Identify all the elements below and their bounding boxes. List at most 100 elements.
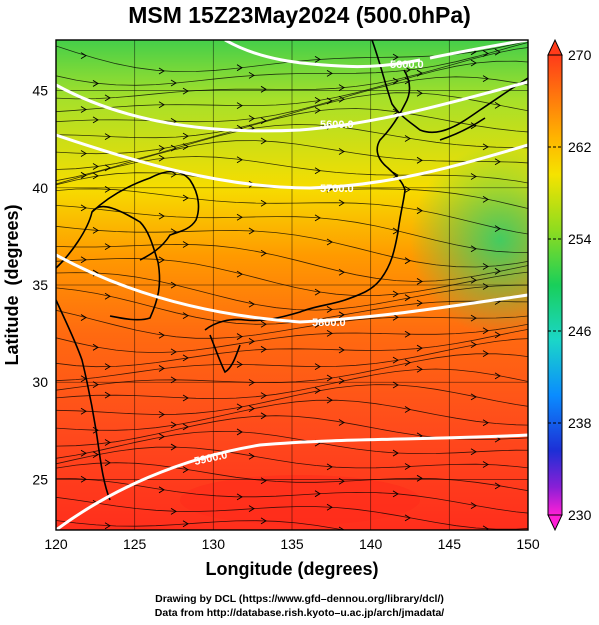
streamline-arrow bbox=[326, 70, 333, 77]
streamline-arrow bbox=[158, 212, 165, 220]
streamline-arrow bbox=[494, 48, 501, 56]
streamline-arrow bbox=[92, 116, 99, 124]
streamline-arrow bbox=[170, 443, 177, 451]
streamline-arrow bbox=[416, 299, 423, 307]
streamline-arrow bbox=[470, 276, 477, 284]
streamline-arrow bbox=[314, 490, 321, 498]
credit-drawing: Drawing by DCL (https://www.gfd–dennou.o… bbox=[155, 593, 444, 605]
height-contours bbox=[56, 40, 528, 530]
streamline-arrow bbox=[248, 405, 255, 412]
streamline-arrow bbox=[482, 327, 489, 335]
streamline bbox=[56, 446, 528, 469]
colorbar-body bbox=[547, 54, 563, 516]
streamline-arrow bbox=[326, 463, 333, 471]
streamline-arrow bbox=[482, 75, 489, 83]
streamline-arrow bbox=[248, 72, 255, 79]
streamline-arrow bbox=[159, 533, 164, 539]
streamline-arrow bbox=[392, 381, 399, 389]
streamline-arrow bbox=[470, 393, 477, 401]
streamline-arrow bbox=[494, 225, 501, 233]
y-tick-label: 45 bbox=[32, 83, 48, 99]
contour-label: 5600.0 bbox=[390, 59, 424, 71]
streamline-arrow bbox=[326, 396, 333, 404]
streamline bbox=[56, 76, 528, 123]
contour-5800 bbox=[56, 133, 528, 190]
streamline-arrow bbox=[248, 227, 255, 235]
streamline-arrow bbox=[236, 213, 243, 221]
streamline-arrow bbox=[314, 107, 321, 114]
streamline-arrow bbox=[182, 194, 189, 202]
streamline-arrow bbox=[158, 256, 165, 264]
streamline-arrow bbox=[182, 423, 189, 431]
streamline-arrow bbox=[104, 459, 111, 467]
streamline-arrow bbox=[416, 207, 423, 215]
streamline-arrow bbox=[80, 204, 87, 212]
streamline-arrow bbox=[182, 354, 189, 362]
streamline-arrow bbox=[495, 538, 500, 544]
streamline-arrow bbox=[182, 312, 189, 320]
streamline bbox=[56, 188, 528, 235]
streamline-arrow bbox=[314, 387, 321, 394]
streamline-arrow bbox=[182, 143, 189, 151]
streamline-arrow bbox=[416, 278, 423, 285]
streamline bbox=[56, 258, 528, 296]
streamline-arrow bbox=[470, 314, 477, 322]
contour-5900-south bbox=[56, 433, 528, 530]
streamline-arrow bbox=[92, 163, 99, 170]
streamline bbox=[56, 156, 528, 185]
streamline bbox=[56, 60, 528, 113]
streamline-arrow bbox=[404, 330, 411, 338]
streamline-arrow bbox=[158, 145, 165, 152]
streamline-arrow bbox=[182, 132, 189, 140]
streamline-arrow bbox=[326, 374, 333, 382]
streamline bbox=[56, 399, 528, 431]
streamline-arrow bbox=[314, 55, 321, 63]
y-tick-label: 40 bbox=[32, 180, 48, 196]
streamline-arrow bbox=[338, 148, 345, 155]
coastline-asia-korea bbox=[56, 170, 200, 321]
streamline-arrow bbox=[494, 331, 501, 339]
streamline-arrow bbox=[470, 341, 477, 348]
streamline-arrow bbox=[236, 333, 243, 340]
streamline-arrow bbox=[170, 348, 177, 356]
streamline-arrow bbox=[326, 238, 333, 246]
streamline bbox=[56, 108, 528, 155]
streamline-arrow bbox=[80, 407, 87, 415]
coastline-japan bbox=[204, 69, 411, 331]
streamline-arrow bbox=[338, 346, 345, 354]
streamline-arrow bbox=[80, 106, 87, 113]
streamline-arrow bbox=[170, 170, 177, 178]
streamline-arrow bbox=[248, 337, 255, 345]
streamline-arrow bbox=[404, 514, 411, 522]
streamline-arrow bbox=[104, 439, 111, 446]
streamline-arrow bbox=[80, 256, 87, 264]
x-tick-label: 140 bbox=[359, 536, 383, 552]
streamline-arrow bbox=[404, 359, 411, 366]
streamline-arrow bbox=[158, 433, 165, 441]
x-tick-label: 120 bbox=[44, 536, 68, 552]
streamline-arrow bbox=[494, 158, 501, 166]
x-tick-label: 125 bbox=[123, 536, 147, 552]
streamline bbox=[56, 368, 528, 400]
streamline-arrow bbox=[392, 77, 399, 85]
streamline-arrow bbox=[80, 314, 87, 321]
streamline-arrow bbox=[92, 343, 99, 351]
x-axis-label: Longitude (degrees) bbox=[205, 559, 378, 579]
streamline-arrow bbox=[314, 214, 321, 222]
streamline-arrow bbox=[236, 270, 243, 278]
streamline-arrow bbox=[482, 283, 489, 290]
streamline-arrow bbox=[338, 268, 345, 276]
y-tick-label: 35 bbox=[32, 277, 48, 293]
streamline-arrow bbox=[92, 451, 99, 459]
streamline-arrow bbox=[92, 227, 99, 234]
streamline-arrow bbox=[470, 502, 477, 509]
streamline-arrow bbox=[237, 534, 242, 540]
streamline-arrow bbox=[104, 522, 111, 530]
colorbar-tick-label: 254 bbox=[568, 231, 592, 247]
streamline-arrow bbox=[80, 449, 87, 457]
contour-label: 5600.0 bbox=[320, 119, 354, 131]
streamline-arrow bbox=[104, 391, 111, 399]
x-tick-label: 135 bbox=[280, 536, 304, 552]
streamline-arrow bbox=[404, 294, 411, 302]
